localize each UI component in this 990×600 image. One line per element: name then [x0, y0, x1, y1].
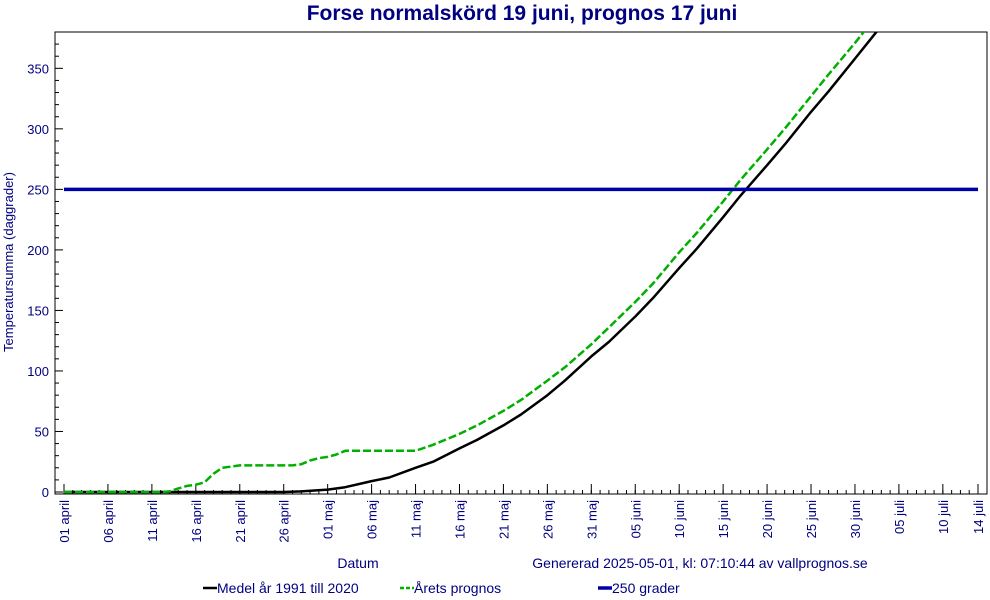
x-tick-label: 06 april [101, 500, 116, 543]
legend-label: Medel år 1991 till 2020 [217, 580, 359, 596]
y-tick-label: 200 [27, 243, 49, 258]
x-tick-label: 14 juli [971, 500, 986, 534]
legend-label: 250 grader [612, 580, 680, 596]
legend: Medel år 1991 till 2020 Årets prognos 250 … [203, 580, 680, 596]
x-tick-label: 10 juni [672, 500, 687, 538]
x-tick-label: 15 juni [716, 500, 731, 538]
y-tick-label: 100 [27, 364, 49, 379]
x-tick-label: 21 maj [496, 500, 511, 539]
x-tick-label: 11 april [145, 500, 160, 542]
y-axis: 0 50 100 150 200 250 300 350 [27, 31, 63, 500]
y-tick-label: 150 [27, 303, 49, 318]
x-tick-label: 25 juni [804, 500, 819, 538]
x-tick-label: 06 maj [365, 500, 380, 539]
x-tick-label: 16 april [189, 500, 204, 543]
x-axis-label: Datum [337, 555, 378, 571]
x-tick-label: 01 maj [321, 500, 336, 539]
series-line-1 [64, 32, 866, 494]
x-tick-label: 10 juli [936, 500, 951, 534]
y-axis-label: Temperatursumma (daggrader) [1, 172, 16, 352]
y-tick-label: 50 [35, 424, 49, 439]
x-tick-label: 16 maj [452, 500, 467, 539]
x-tick-label: 05 juli [892, 500, 907, 534]
x-tick-label: 26 april [277, 500, 292, 543]
x-tick-label: 05 juni [628, 500, 643, 538]
x-tick-label: 26 maj [540, 500, 555, 539]
legend-label: Årets prognos [414, 580, 501, 596]
chart-title: Forse normalskörd 19 juni, prognos 17 ju… [307, 2, 738, 25]
series-line-0 [64, 32, 878, 494]
generated-note: Genererad 2025-05-01, kl: 07:10:44 av va… [532, 555, 868, 571]
y-tick-label: 250 [27, 182, 49, 197]
plot-frame [54, 31, 988, 495]
x-axis: 01 april 06 april 11 april 16 april 21 april… [57, 484, 986, 543]
x-tick-label: 20 juni [760, 500, 775, 538]
series-layer [64, 32, 978, 494]
x-tick-label: 31 maj [584, 500, 599, 539]
x-tick-label: 11 maj [409, 500, 424, 538]
y-tick-label: 0 [42, 485, 49, 500]
y-tick-label: 300 [27, 122, 49, 137]
x-tick-label: 30 juni [848, 500, 863, 538]
x-tick-label: 01 april [57, 500, 72, 543]
y-tick-label: 350 [27, 61, 49, 76]
x-tick-label: 21 april [233, 500, 248, 543]
